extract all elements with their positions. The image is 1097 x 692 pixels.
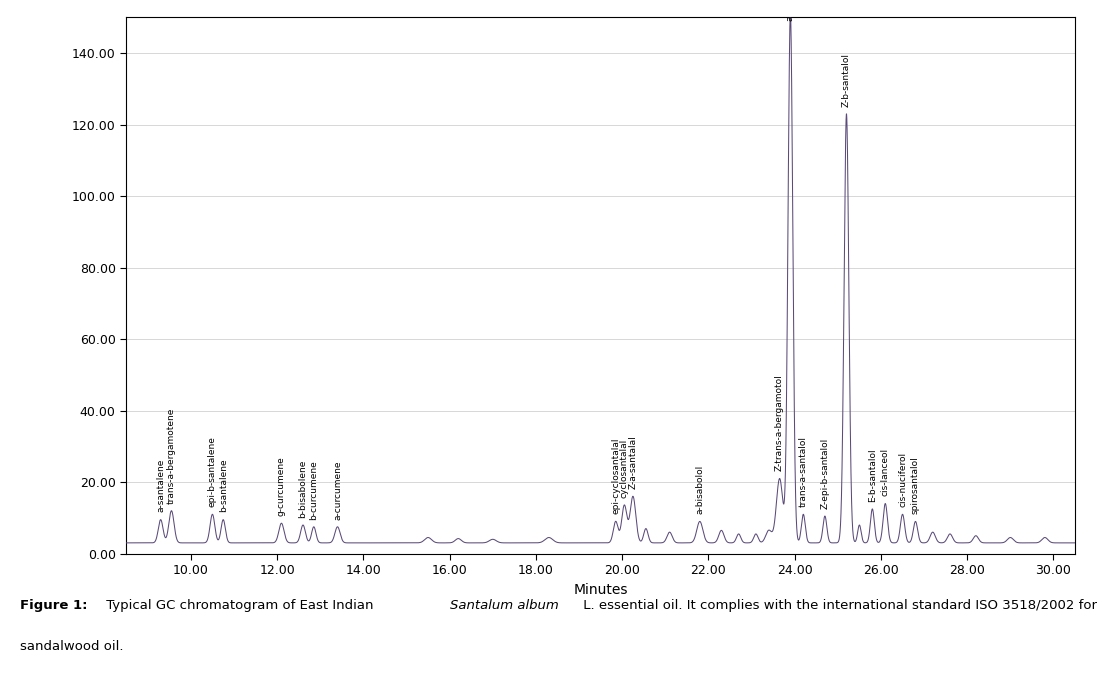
Text: a-santalol: a-santalol xyxy=(785,0,795,21)
Text: Typical GC chromatogram of East Indian: Typical GC chromatogram of East Indian xyxy=(102,599,377,612)
Text: cis-nuciferol: cis-nuciferol xyxy=(898,452,907,507)
Text: b-santalene: b-santalene xyxy=(218,459,228,513)
Text: trans-a-bergamotene: trans-a-bergamotene xyxy=(167,407,176,504)
Text: b-bisabolene: b-bisabolene xyxy=(298,459,307,518)
Text: cyclosantalal: cyclosantalal xyxy=(620,439,629,498)
Text: a-bisabolol: a-bisabolol xyxy=(695,465,704,514)
Text: Z-epi-b-santalol: Z-epi-b-santalol xyxy=(821,437,829,509)
X-axis label: Minutes: Minutes xyxy=(574,583,627,597)
Text: sandalwood oil.: sandalwood oil. xyxy=(20,640,123,653)
Text: g-curcumene: g-curcumene xyxy=(276,456,286,516)
Text: trans-a-santalol: trans-a-santalol xyxy=(799,436,807,507)
Text: a-santalene: a-santalene xyxy=(156,459,166,513)
Text: Z-a-santalal: Z-a-santalal xyxy=(629,435,637,489)
Text: cis-lanceol: cis-lanceol xyxy=(881,448,890,496)
Text: L. essential oil. It complies with the international standard ISO 3518/2002 for : L. essential oil. It complies with the i… xyxy=(579,599,1097,612)
Text: Z-b-santalol: Z-b-santalol xyxy=(842,53,851,107)
Text: spirosantalol: spirosantalol xyxy=(911,457,920,514)
Text: a-curcumene: a-curcumene xyxy=(333,460,342,520)
Text: Santalum album: Santalum album xyxy=(450,599,558,612)
Text: epi-b-santalene: epi-b-santalene xyxy=(208,436,217,507)
Text: E-b-santalol: E-b-santalol xyxy=(868,448,877,502)
Text: epi-cyclosantalal: epi-cyclosantalal xyxy=(611,438,620,514)
Text: Figure 1:: Figure 1: xyxy=(20,599,88,612)
Text: Z-trans-a-bergamotol: Z-trans-a-bergamotol xyxy=(776,374,784,471)
Text: b-curcumene: b-curcumene xyxy=(309,460,318,520)
